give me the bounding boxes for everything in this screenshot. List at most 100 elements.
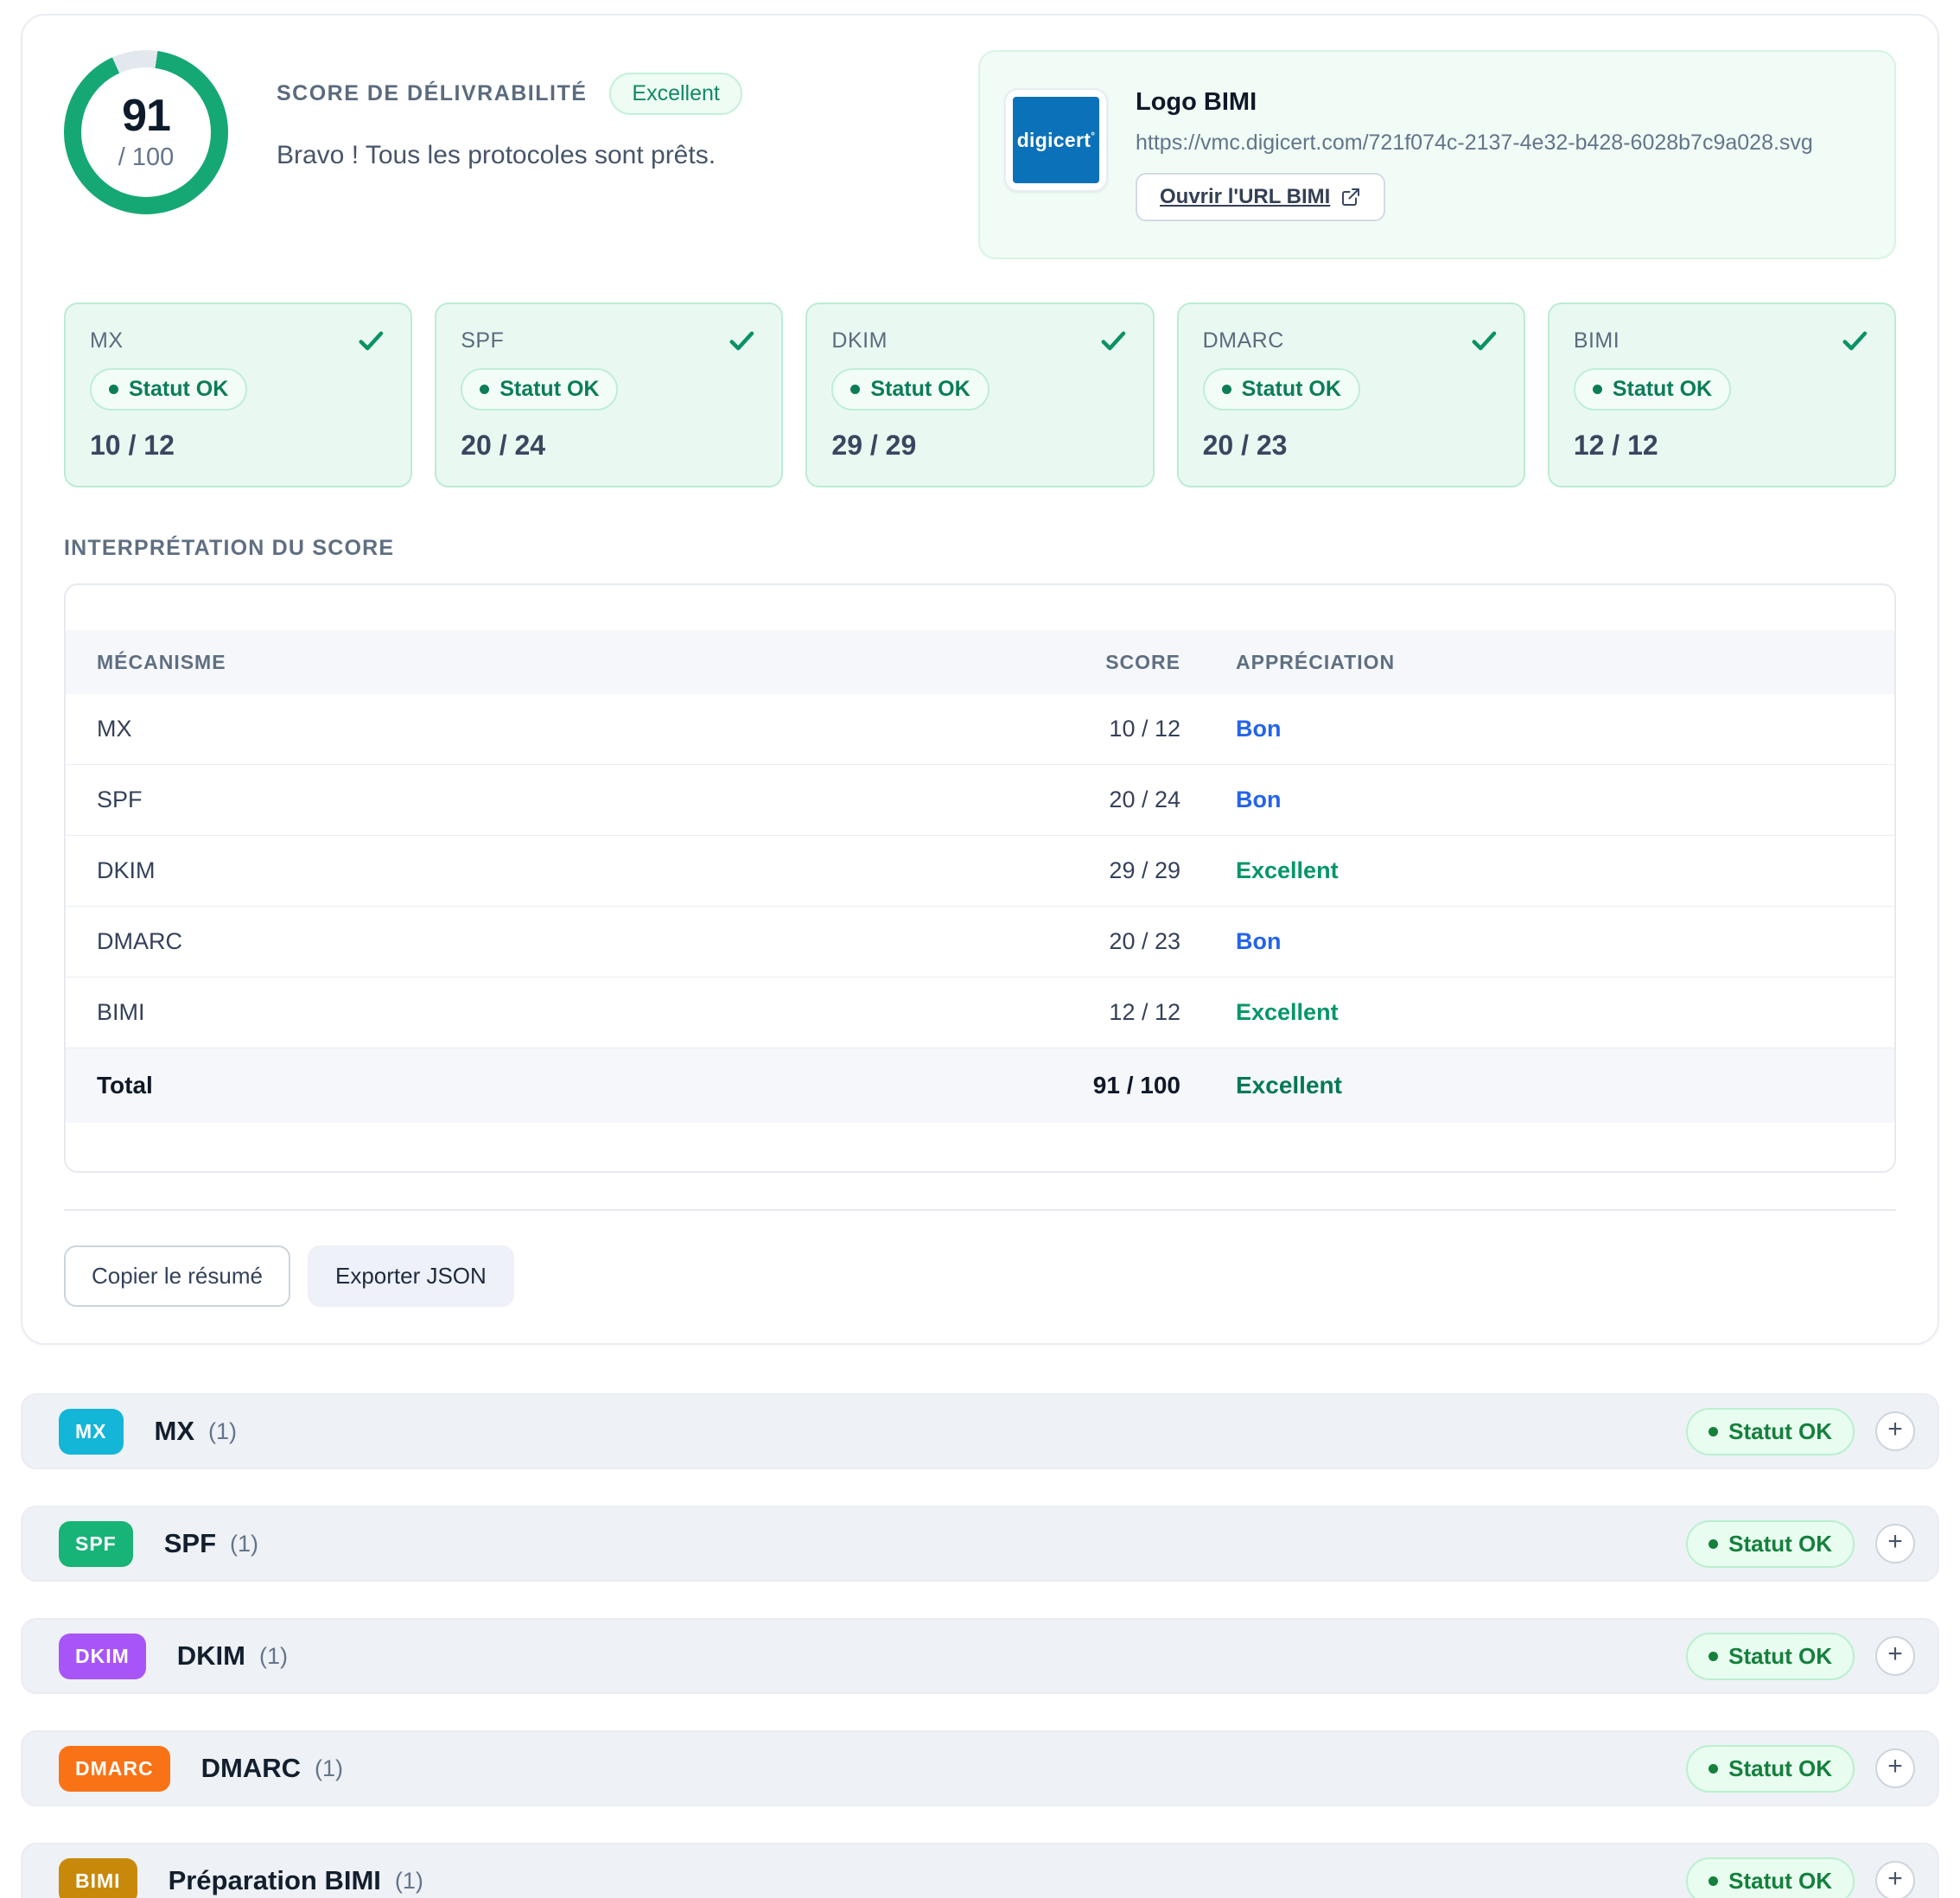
cell-score: 12 / 12 [1109,999,1180,1025]
expand-button[interactable]: + [1875,1748,1915,1788]
status-ok-label: Statut OK [1728,1417,1832,1444]
table-row-spf: SPF 20 / 24 Bon [66,765,1894,836]
open-bimi-url-button[interactable]: Ouvrir l'URL BIMI [1136,173,1386,221]
score-max: / 100 [118,143,175,171]
accordion-bimi[interactable]: BIMI Préparation BIMI (1) Statut OK + [21,1843,1939,1898]
digicert-logo-text: digicert [1017,129,1096,152]
accordion-dkim[interactable]: DKIM DKIM (1) Statut OK + [21,1618,1939,1694]
copy-summary-button[interactable]: Copier le résumé [64,1245,290,1307]
status-ok-badge: Statut OK [1686,1519,1855,1568]
check-icon [1101,331,1125,351]
status-card-header: DMARC [1203,325,1499,356]
status-ok-badge: Statut OK [1686,1744,1855,1793]
score-section-label: SCORE DE DÉLIVRABILITÉ [277,81,588,105]
column-header-appreciation: APPRÉCIATION [1236,650,1396,673]
score-grade-badge: Excellent [609,73,742,115]
expand-button[interactable]: + [1875,1636,1915,1676]
status-ok-label: Statut OK [1612,377,1713,401]
cell-appreciation: Excellent [1236,857,1339,883]
status-ok-badge: Statut OK [1686,1407,1855,1455]
status-dot-icon [480,385,490,394]
accordion-right: Statut OK + [1686,1632,1915,1680]
table-row-mx: MX 10 / 12 Bon [66,694,1894,765]
cell-appreciation: Excellent [1236,999,1339,1025]
status-dot-icon [1709,1763,1719,1774]
status-card-title: SPF [461,328,505,353]
accordion-spf[interactable]: SPF SPF (1) Statut OK + [21,1506,1939,1582]
status-ok-label: Statut OK [1728,1642,1832,1669]
page: 91 / 100 SCORE DE DÉLIVRABILITÉ Excellen… [0,14,1960,1898]
status-dot-icon [109,385,118,394]
actions-row: Copier le résumé Exporter JSON [64,1245,1896,1307]
status-dot-icon [1709,1876,1719,1886]
cell-mechanism: MX [97,716,132,742]
status-card-mx: MX Statut OK 10 / 12 [64,303,413,487]
protocol-status-row: MX Statut OK 10 / 12 SPF Statut OK [64,303,1897,487]
table-header-row: MÉCANISME SCORE APPRÉCIATION [66,630,1894,694]
digicert-logo: digicert [1013,97,1099,183]
score-label-row: SCORE DE DÉLIVRABILITÉ Excellent [277,73,978,115]
cell-mechanism: BIMI [97,999,145,1025]
accordion-count: (1) [208,1417,237,1444]
protocol-badge: SPF [59,1520,133,1567]
status-ok-label: Statut OK [1728,1755,1832,1781]
cell-mechanism: DMARC [97,928,182,954]
plus-icon: + [1887,1640,1903,1668]
status-dot-icon [1709,1426,1719,1436]
expand-button[interactable]: + [1875,1861,1915,1898]
status-ok-badge: Statut OK [90,368,248,411]
cell-mechanism: Total [97,1072,153,1099]
deliverability-summary-card: 91 / 100 SCORE DE DÉLIVRABILITÉ Excellen… [21,14,1939,1345]
score-message: Bravo ! Tous les protocoles sont prêts. [277,141,716,169]
accordion-title: DMARC [200,1753,301,1783]
status-ok-badge: Statut OK [1573,368,1732,411]
status-dot-icon [850,385,861,394]
protocol-accordion-list: MX MX (1) Statut OK + SPF SPF (1) Statut… [21,1393,1939,1898]
expand-button[interactable]: + [1875,1524,1915,1564]
table-row-dmarc: DMARC 20 / 23 Bon [66,907,1894,978]
status-card-score: 20 / 24 [461,430,546,461]
score-gauge: 91 / 100 [64,50,228,214]
cell-appreciation: Bon [1236,928,1282,954]
protocol-badge: DMARC [59,1745,170,1792]
external-link-icon [1342,188,1360,206]
table-row-bimi: BIMI 12 / 12 Excellent [66,978,1894,1048]
accordion-mx[interactable]: MX MX (1) Statut OK + [21,1393,1939,1469]
accordion-count: (1) [259,1642,288,1669]
accordion-right: Statut OK + [1686,1519,1915,1568]
status-card-title: DKIM [831,328,888,353]
accordion-right: Statut OK + [1686,1407,1915,1455]
status-ok-label: Statut OK [1241,377,1341,401]
plus-icon: + [1887,1752,1903,1780]
status-dot-icon [1221,385,1231,394]
status-card-header: SPF [461,325,757,356]
cell-mechanism: DKIM [97,857,156,883]
accordion-right: Statut OK + [1686,1744,1915,1793]
score-value: 91 [122,90,171,141]
plus-icon: + [1887,1527,1903,1556]
accordion-count: (1) [394,1867,423,1894]
protocol-badge: DKIM [59,1633,146,1679]
accordion-title: Préparation BIMI [168,1865,381,1895]
status-card-score: 29 / 29 [831,430,917,461]
accordion-title: SPF [163,1528,217,1558]
status-card-score: 12 / 12 [1573,430,1658,461]
cell-appreciation: Bon [1236,716,1282,742]
check-icon [1472,331,1497,351]
status-ok-label: Statut OK [500,377,600,401]
accordion-dmarc[interactable]: DMARC DMARC (1) Statut OK + [21,1730,1939,1806]
status-dot-icon [1709,1651,1719,1661]
bimi-info: Logo BIMI https://vmc.digicert.com/721f0… [1136,88,1813,221]
protocol-badge: BIMI [59,1857,137,1898]
export-json-button[interactable]: Exporter JSON [307,1245,514,1307]
check-icon [1842,331,1868,351]
status-card-title: MX [90,328,124,353]
status-card-spf: SPF Statut OK 20 / 24 [435,303,784,487]
cell-score: 10 / 12 [1109,716,1180,742]
cell-appreciation: Bon [1236,787,1282,812]
expand-button[interactable]: + [1875,1411,1915,1451]
status-card-header: BIMI [1574,325,1870,356]
status-card-dmarc: DMARC Statut OK 20 / 23 [1176,303,1525,487]
status-card-title: BIMI [1573,328,1620,353]
column-header-mechanism: MÉCANISME [97,650,226,673]
